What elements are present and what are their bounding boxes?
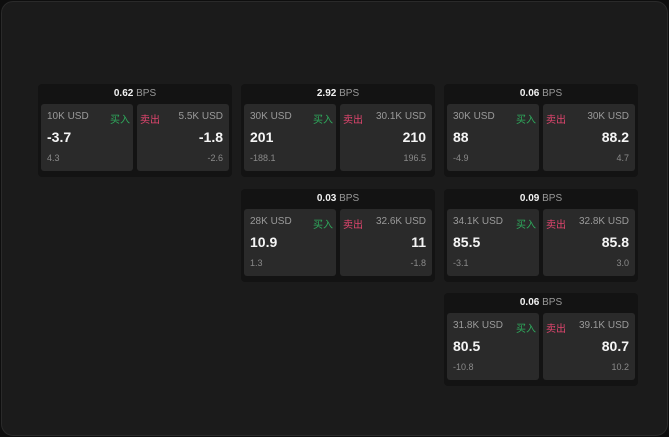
quote-panel: 0.09 BPS 34.1K USD 买入 85.5 -3.1 卖出 32.8K… — [444, 189, 638, 282]
buy-price: -3.7 — [47, 129, 72, 145]
spread-value: 0.09 — [519, 193, 540, 204]
buy-label: 买入 — [516, 324, 536, 335]
buy-card[interactable]: 34.1K USD 买入 85.5 -3.1 — [447, 209, 539, 276]
sell-change: 4.7 — [616, 153, 629, 163]
sell-change: 10.2 — [611, 362, 629, 372]
spread-header: 0.03 BPS — [241, 189, 435, 209]
buy-label: 买入 — [516, 115, 536, 126]
buy-card[interactable]: 10K USD 买入 -3.7 4.3 — [41, 104, 133, 171]
spread-unit: BPS — [339, 88, 360, 99]
sell-card[interactable]: 卖出 5.5K USD -1.8 -2.6 — [137, 104, 229, 171]
quote-panel: 0.06 BPS 31.8K USD 买入 80.5 -10.8 卖出 39.1… — [444, 293, 638, 386]
buy-amount: 30K USD — [250, 111, 292, 122]
spread-value: 0.03 — [316, 193, 337, 204]
buy-price: 201 — [250, 129, 274, 145]
sell-card[interactable]: 卖出 30.1K USD 210 196.5 — [340, 104, 432, 171]
spread-header: 0.06 BPS — [444, 84, 638, 104]
buy-price: 10.9 — [250, 234, 278, 250]
spread-header: 0.09 BPS — [444, 189, 638, 209]
sell-label: 卖出 — [140, 115, 160, 126]
buy-price: 85.5 — [453, 234, 481, 250]
spread-header: 0.06 BPS — [444, 293, 638, 313]
sell-label: 卖出 — [546, 220, 566, 231]
spread-unit: BPS — [542, 193, 563, 204]
sell-price: 210 — [402, 129, 426, 145]
spread-value: 0.62 — [113, 88, 134, 99]
sell-amount: 5.5K USD — [178, 111, 223, 122]
buy-label: 买入 — [110, 115, 130, 126]
quote-panel: 0.03 BPS 28K USD 买入 10.9 1.3 卖出 32.6K US… — [241, 189, 435, 282]
quote-panel: 0.06 BPS 30K USD 买入 88 -4.9 卖出 30K USD 8… — [444, 84, 638, 177]
quote-panel: 2.92 BPS 30K USD 买入 201 -188.1 卖出 30.1K … — [241, 84, 435, 177]
buy-change: 1.3 — [250, 258, 263, 268]
sell-card[interactable]: 卖出 30K USD 88.2 4.7 — [543, 104, 635, 171]
spread-header: 0.62 BPS — [38, 84, 232, 104]
sell-card[interactable]: 卖出 32.8K USD 85.8 3.0 — [543, 209, 635, 276]
sell-price: -1.8 — [198, 129, 223, 145]
sell-label: 卖出 — [546, 115, 566, 126]
buy-card[interactable]: 31.8K USD 买入 80.5 -10.8 — [447, 313, 539, 380]
buy-card[interactable]: 30K USD 买入 201 -188.1 — [244, 104, 336, 171]
sell-amount: 30.1K USD — [375, 111, 426, 122]
sell-amount: 32.8K USD — [578, 216, 629, 227]
spread-value: 2.92 — [316, 88, 337, 99]
buy-price: 80.5 — [453, 338, 481, 354]
sell-card[interactable]: 卖出 32.6K USD 11 -1.8 — [340, 209, 432, 276]
sell-change: -1.8 — [410, 258, 426, 268]
buy-change: -10.8 — [453, 362, 474, 372]
spread-unit: BPS — [136, 88, 157, 99]
sell-change: 3.0 — [616, 258, 629, 268]
sell-change: -2.6 — [207, 153, 223, 163]
buy-label: 买入 — [516, 220, 536, 231]
buy-change: -3.1 — [453, 258, 469, 268]
buy-change: -188.1 — [250, 153, 276, 163]
sell-price: 80.7 — [601, 338, 629, 354]
buy-change: 4.3 — [47, 153, 60, 163]
sell-label: 卖出 — [546, 324, 566, 335]
buy-price: 88 — [453, 129, 469, 145]
buy-change: -4.9 — [453, 153, 469, 163]
buy-amount: 10K USD — [47, 111, 89, 122]
quote-panel: 0.62 BPS 10K USD 买入 -3.7 4.3 卖出 5.5K USD… — [38, 84, 232, 177]
spread-header: 2.92 BPS — [241, 84, 435, 104]
spread-unit: BPS — [542, 88, 563, 99]
spread-unit: BPS — [542, 297, 563, 308]
sell-amount: 32.6K USD — [375, 216, 426, 227]
sell-amount: 30K USD — [587, 111, 629, 122]
spread-unit: BPS — [339, 193, 360, 204]
buy-amount: 31.8K USD — [453, 320, 504, 331]
buy-amount: 30K USD — [453, 111, 495, 122]
buy-label: 买入 — [313, 220, 333, 231]
sell-price: 85.8 — [601, 234, 629, 250]
spread-value: 0.06 — [519, 297, 540, 308]
sell-label: 卖出 — [343, 115, 363, 126]
buy-card[interactable]: 30K USD 买入 88 -4.9 — [447, 104, 539, 171]
sell-card[interactable]: 卖出 39.1K USD 80.7 10.2 — [543, 313, 635, 380]
sell-price: 88.2 — [601, 129, 629, 145]
sell-price: 11 — [411, 234, 426, 250]
buy-amount: 34.1K USD — [453, 216, 504, 227]
sell-change: 196.5 — [403, 153, 426, 163]
spread-value: 0.06 — [519, 88, 540, 99]
sell-amount: 39.1K USD — [578, 320, 629, 331]
sell-label: 卖出 — [343, 220, 363, 231]
buy-label: 买入 — [313, 115, 333, 126]
buy-card[interactable]: 28K USD 买入 10.9 1.3 — [244, 209, 336, 276]
buy-amount: 28K USD — [250, 216, 292, 227]
